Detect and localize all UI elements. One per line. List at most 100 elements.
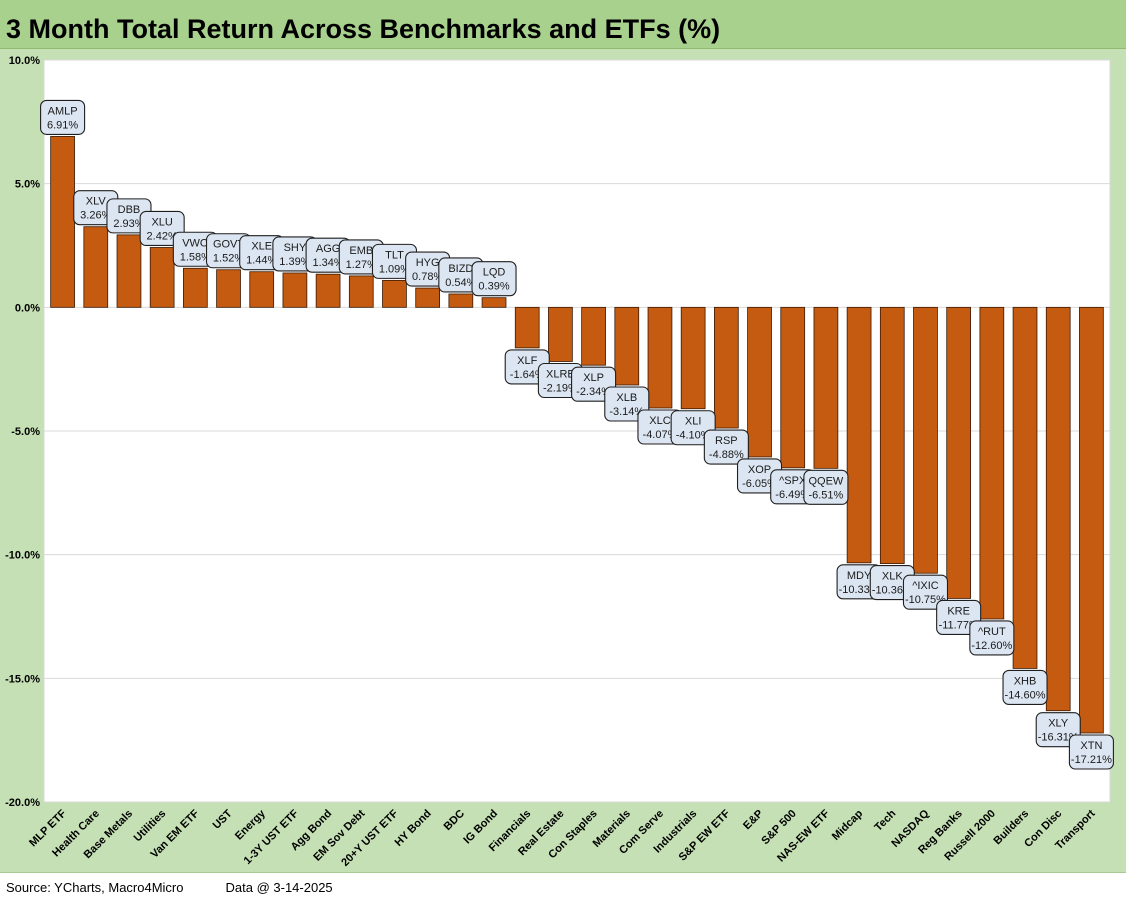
ticker-label: XLV <box>86 196 107 208</box>
bar <box>1012 306 1038 669</box>
category-label: HY Bond <box>393 808 434 849</box>
value-label: -16.31% <box>1038 732 1079 744</box>
ticker-label: QQEW <box>808 475 843 487</box>
footer: Source: YCharts, Macro4Micro Data @ 3-14-… <box>6 880 333 895</box>
category-label: BDC <box>442 808 467 833</box>
data-label-box <box>1068 734 1114 770</box>
value-label: -14.60% <box>1005 689 1046 701</box>
y-tick-label: 5.0% <box>15 179 40 191</box>
value-label: -10.36% <box>872 585 913 597</box>
y-tick-label: -20.0% <box>5 797 40 809</box>
value-label: 0.54% <box>445 277 476 289</box>
ticker-label: XLU <box>151 216 172 228</box>
ticker-label: AMLP <box>48 105 78 117</box>
value-label: -6.05% <box>742 478 777 490</box>
data-label-box <box>40 99 86 135</box>
value-label: -4.10% <box>676 430 711 442</box>
ticker-label: TLT <box>385 249 404 261</box>
ticker-label: XTN <box>1080 740 1102 752</box>
ticker-label: XLC <box>649 415 670 427</box>
bar <box>780 306 806 469</box>
bar <box>680 306 706 410</box>
bar <box>83 226 109 308</box>
value-label: 1.58% <box>180 251 211 263</box>
value-label: 0.39% <box>478 281 509 293</box>
bar <box>149 247 175 308</box>
bar <box>415 287 441 308</box>
category-label: Tech <box>872 807 898 833</box>
bar <box>846 306 872 564</box>
value-label: -1.64% <box>510 369 545 381</box>
data-labels: AMLP 6.91% XLV 3.26% DBB 2.93% XLU 2.42% VWO 1.58… <box>40 99 1114 770</box>
data-label: QQEW -6.51% <box>803 469 849 505</box>
bar <box>713 306 739 429</box>
category-label: E&P <box>741 808 765 832</box>
bar <box>614 306 640 386</box>
data-label-box <box>1035 712 1081 748</box>
chart-title: 3 Month Total Return Across Benchmarks a… <box>6 14 721 44</box>
value-label: -4.88% <box>709 449 744 461</box>
data-label-box <box>604 386 650 422</box>
ticker-label: AGG <box>316 243 340 255</box>
bar <box>50 136 75 308</box>
category-label: Midcap <box>830 807 865 842</box>
bar <box>979 306 1005 620</box>
value-label: 1.39% <box>279 256 310 268</box>
value-label: -12.60% <box>971 640 1012 652</box>
ticker-label: XLP <box>583 372 604 384</box>
ticker-label: XLE <box>251 241 272 253</box>
value-label: 1.44% <box>246 255 277 267</box>
bar <box>116 234 142 308</box>
value-label: 6.91% <box>47 119 78 131</box>
ticker-label: ^IXIC <box>912 580 939 592</box>
y-tick-label: -10.0% <box>5 550 40 562</box>
bar <box>216 269 241 308</box>
data-label: XHB -14.60% <box>1002 669 1048 705</box>
ticker-label: SHY <box>284 242 307 254</box>
bar <box>946 306 972 599</box>
value-label: 1.34% <box>312 257 343 269</box>
value-label: 0.78% <box>412 271 443 283</box>
value-label: -6.51% <box>808 489 843 501</box>
value-label: 1.27% <box>346 259 377 271</box>
ticker-label: HYG <box>416 257 440 269</box>
y-tick-label: 10.0% <box>9 55 40 67</box>
ticker-label: XLB <box>616 392 637 404</box>
y-axis-ticks: 10.0% 5.0% 0.0% -5.0% -10.0% -15.0% -20.0% <box>5 55 40 809</box>
ticker-label: KRE <box>947 605 970 617</box>
value-label: 1.09% <box>379 263 410 275</box>
data-label-box <box>1002 669 1048 705</box>
value-label: -4.07% <box>643 429 678 441</box>
bar <box>1079 306 1104 734</box>
ticker-label: RSP <box>715 435 738 447</box>
bar <box>813 306 839 469</box>
value-label: -6.49% <box>775 489 810 501</box>
ticker-label: XLI <box>685 416 702 428</box>
ticker-label: XHB <box>1014 675 1037 687</box>
source-note: Source: YCharts, Macro4Micro <box>6 880 184 895</box>
ticker-label: ^SPX <box>779 475 807 487</box>
data-label: RSP -4.88% <box>703 429 749 465</box>
bar <box>581 306 606 366</box>
bar <box>382 279 407 308</box>
data-date-note: Data @ 3-14-2025 <box>225 880 333 895</box>
bar <box>348 275 374 308</box>
bar <box>514 306 540 349</box>
ticker-label: BIZD <box>448 263 473 275</box>
ticker-label: EMB <box>349 245 373 257</box>
data-label: ^IXIC -10.75% <box>902 574 949 610</box>
data-label-box <box>902 574 949 610</box>
value-label: 2.93% <box>113 218 144 230</box>
data-label-box <box>803 469 849 505</box>
ticker-label: MDY <box>847 570 872 582</box>
bars <box>50 136 1104 734</box>
ticker-label: XLY <box>1048 718 1069 730</box>
value-label: 3.26% <box>80 210 111 222</box>
data-label: XLY -16.31% <box>1035 712 1081 748</box>
value-label: 1.52% <box>213 253 244 265</box>
bar-chart: 10.0% 5.0% 0.0% -5.0% -10.0% -15.0% -20.0% AML… <box>5 55 1114 869</box>
ticker-label: XOP <box>748 464 771 476</box>
bar <box>1045 306 1071 712</box>
ticker-label: VWO <box>182 237 209 249</box>
bar <box>282 272 308 308</box>
